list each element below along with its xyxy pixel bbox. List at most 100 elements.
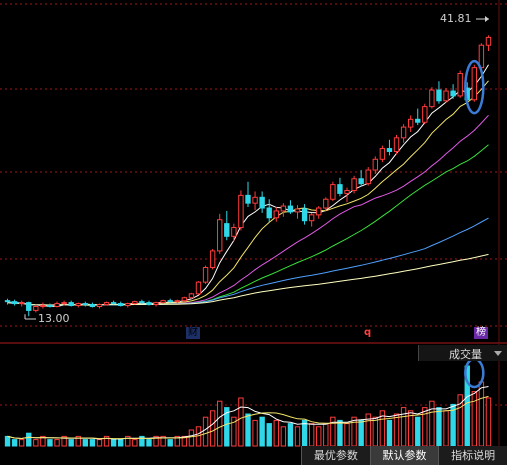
candle xyxy=(153,301,159,307)
candle xyxy=(344,187,350,203)
candle xyxy=(308,212,315,227)
candle xyxy=(125,302,131,308)
event-marker-q[interactable]: q xyxy=(364,327,372,338)
candle xyxy=(209,248,216,270)
candle xyxy=(238,190,244,231)
volume-bar xyxy=(18,439,25,447)
volume-bar xyxy=(75,435,81,447)
volume-bar xyxy=(167,439,173,447)
volume-bar xyxy=(11,439,18,447)
volume-bar xyxy=(188,429,195,447)
volume-average-lines xyxy=(7,386,489,440)
volume-bar xyxy=(68,439,74,447)
volume-bar xyxy=(82,439,89,447)
volume-bar xyxy=(132,439,138,447)
candle xyxy=(224,210,230,241)
candle xyxy=(231,223,237,242)
volume-bar xyxy=(146,439,152,447)
high-price-label: 41.81 xyxy=(440,12,472,25)
volume-bar xyxy=(393,413,400,447)
volume-bar xyxy=(330,416,336,447)
volume-bar xyxy=(238,397,244,447)
candle xyxy=(18,300,25,307)
volume-bar xyxy=(33,439,39,447)
volume-bar xyxy=(125,435,131,447)
volume-bar xyxy=(273,419,279,447)
candle xyxy=(316,206,322,219)
volume-bar xyxy=(485,397,492,447)
candle xyxy=(379,145,386,163)
tab-optimal-params[interactable]: 最优参数 xyxy=(301,446,370,465)
candle xyxy=(415,108,421,126)
candle xyxy=(436,81,442,104)
volume-bar xyxy=(450,403,456,447)
volume-bar xyxy=(478,381,485,447)
volume-bar xyxy=(415,416,421,447)
volume-bar xyxy=(96,439,103,447)
volume-bar xyxy=(379,410,386,447)
candle xyxy=(450,84,456,99)
volume-bar xyxy=(351,416,357,447)
volume-bar xyxy=(337,419,343,447)
tab-indicator-help[interactable]: 指标说明 xyxy=(438,446,507,465)
volume-bar xyxy=(316,426,322,447)
volume-bar xyxy=(266,423,272,447)
volume-bar xyxy=(103,435,110,447)
parameter-tabs: 最优参数 默认参数 指标说明 xyxy=(301,446,507,465)
candle xyxy=(89,302,96,308)
volume-bar xyxy=(47,439,53,447)
volume-bar xyxy=(372,416,378,447)
chevron-down-icon xyxy=(494,351,502,356)
volume-bar xyxy=(344,423,350,447)
volume-bar xyxy=(429,400,435,447)
volume-bar xyxy=(89,439,96,447)
candle xyxy=(167,298,173,303)
volume-bar xyxy=(110,439,117,447)
volume-bar xyxy=(471,391,478,447)
volume-bar xyxy=(224,407,230,447)
volume-bar xyxy=(160,435,166,447)
volume-bar xyxy=(280,426,287,447)
tab-default-params[interactable]: 默认参数 xyxy=(369,446,439,465)
volume-bar xyxy=(174,435,180,447)
volume-bar xyxy=(386,419,393,447)
volume-bar xyxy=(301,419,308,447)
volume-ma10-line xyxy=(7,395,489,440)
candle xyxy=(266,199,272,223)
candle xyxy=(75,302,81,308)
candle xyxy=(47,303,53,308)
candle xyxy=(82,301,89,307)
candle xyxy=(195,281,202,295)
volume-bar xyxy=(287,423,294,447)
event-marker-financial[interactable]: 财 xyxy=(186,327,200,339)
volume-bar xyxy=(323,423,329,447)
candle xyxy=(33,304,39,313)
candlestick-series xyxy=(4,35,492,317)
event-marker-ranking[interactable]: 榜 xyxy=(474,327,488,339)
candle xyxy=(457,70,463,98)
volume-bars xyxy=(4,365,492,447)
candle xyxy=(471,64,478,102)
volume-bar xyxy=(231,416,237,447)
volume-bar xyxy=(217,400,223,447)
volume-bar xyxy=(436,407,442,447)
volume-bar xyxy=(202,416,209,447)
candle xyxy=(280,203,287,217)
highlight-circle-price xyxy=(464,59,485,115)
volume-bar xyxy=(358,419,364,447)
candle xyxy=(68,300,74,307)
ma60-line xyxy=(7,217,489,306)
candle xyxy=(323,197,329,211)
candle xyxy=(407,115,414,132)
candle xyxy=(61,300,67,306)
candle xyxy=(174,299,180,304)
candle xyxy=(103,301,110,306)
candle xyxy=(337,177,343,197)
candle xyxy=(139,299,145,304)
candle xyxy=(11,299,18,306)
candle xyxy=(287,200,294,214)
candle xyxy=(443,88,449,103)
candle xyxy=(4,298,11,305)
indicator-selector[interactable]: 成交量 xyxy=(418,345,507,361)
